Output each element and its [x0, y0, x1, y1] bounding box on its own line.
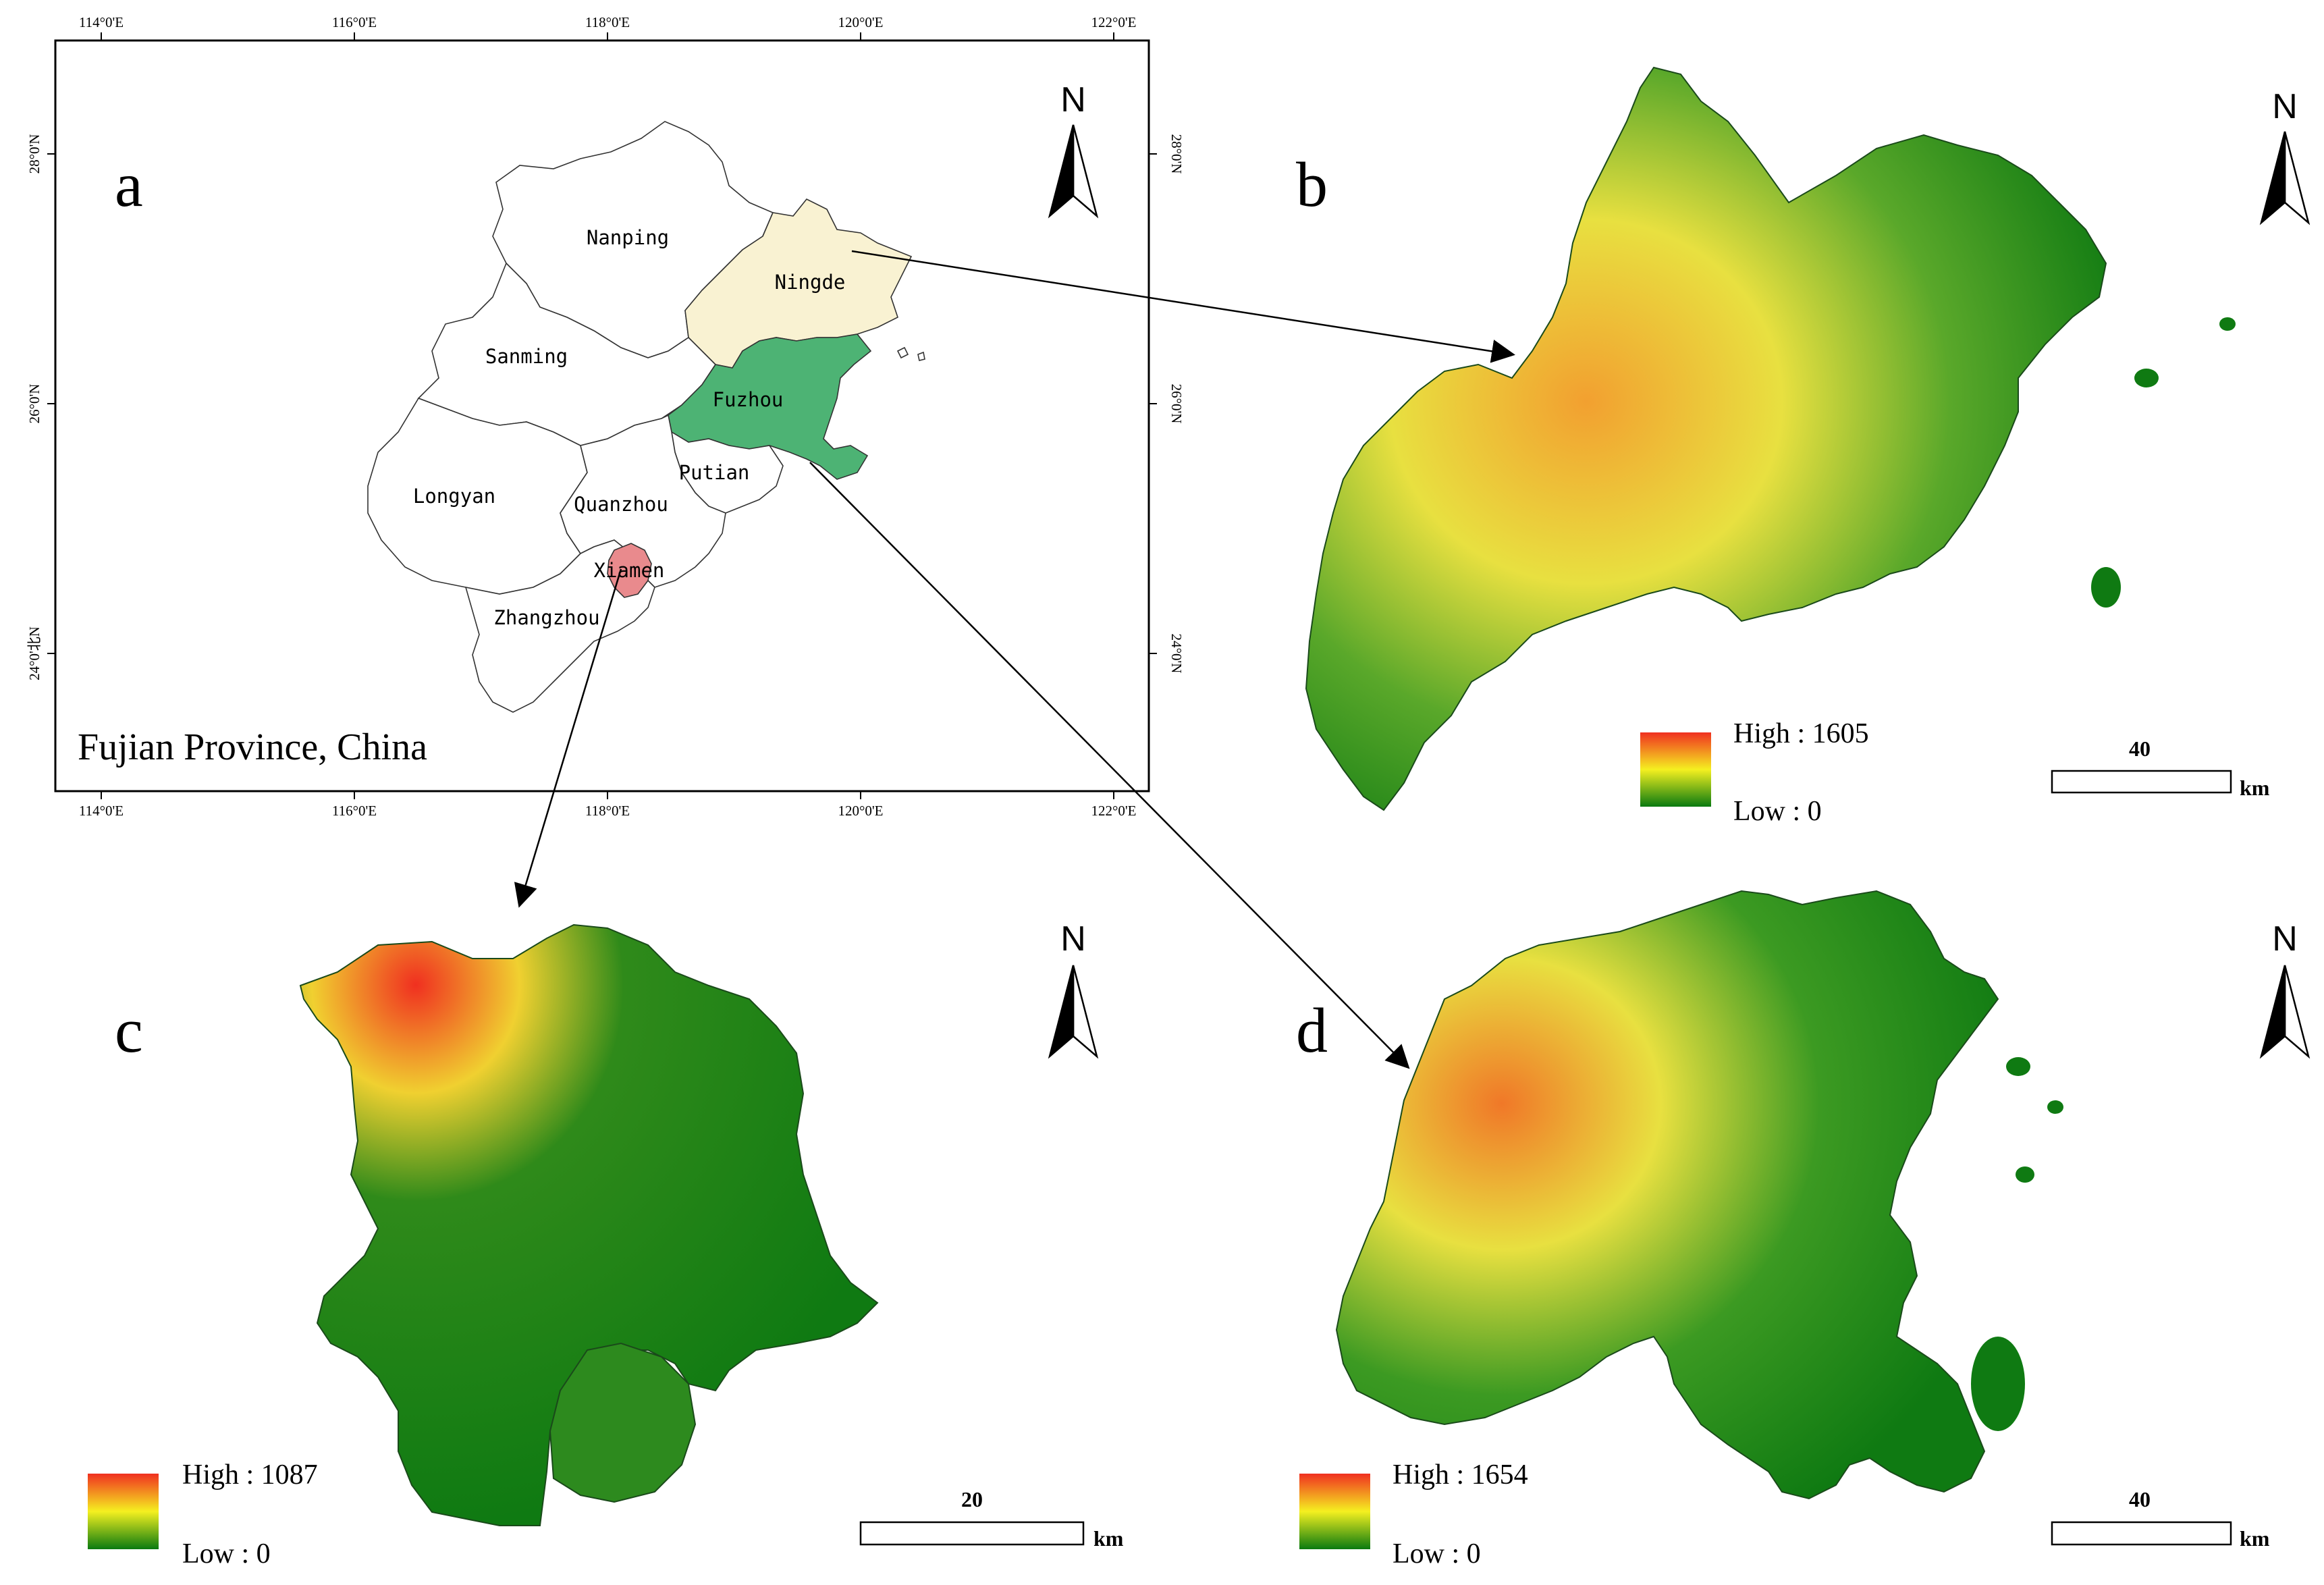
lon-tick-top-4: 122°0'E	[1091, 14, 1136, 30]
north-arrow-a: N	[1048, 80, 1099, 219]
legend-high-d: High : 1654	[1393, 1459, 1528, 1490]
fujian-map	[367, 121, 925, 713]
panel-b-letter: b	[1296, 150, 1328, 220]
lon-tick-bottom-3: 120°0'E	[838, 803, 883, 819]
lon-tick-top-0: 114°0'E	[79, 14, 124, 30]
lon-tick-top-2: 118°0'E	[585, 14, 630, 30]
city-label-xiamen: Xiamen	[594, 559, 665, 582]
panel-b: b N High : 1605 Low : 0 40 km	[1296, 66, 2311, 827]
city-label-putian: Putian	[679, 461, 750, 484]
lat-tick-left-2: 24°0'北N	[26, 626, 43, 680]
legend-low-d: Low : 0	[1393, 1538, 1481, 1569]
lat-tick-left-0: 28°0'N	[26, 134, 43, 174]
north-arrow-c: N	[1048, 919, 1099, 1059]
lat-ticks-right: 28°0'N 26°0'N 24°0'N	[1149, 134, 1185, 674]
panel-a-letter: a	[115, 150, 143, 220]
city-label-longyan: Longyan	[413, 485, 495, 508]
arrow-ningde-to-b	[851, 250, 1515, 363]
lon-tick-top-1: 116°0'E	[332, 14, 377, 30]
dem-map-b	[1305, 66, 2107, 811]
scale-unit-d: km	[2240, 1526, 2270, 1551]
legend-high-b: High : 1605	[1733, 718, 1869, 749]
arrow-fuzhou-to-d	[809, 462, 1410, 1069]
legend-low-c: Low : 0	[182, 1538, 271, 1569]
legend-ramp-b	[1640, 732, 1711, 807]
region-xiamen	[607, 543, 652, 598]
north-label-d: N	[2272, 919, 2298, 959]
legend-ramp-d	[1299, 1474, 1370, 1549]
lon-ticks-top: 114°0'E 116°0'E 118°0'E 120°0'E 122°0'E	[79, 14, 1137, 41]
scale-value-c: 20	[961, 1487, 983, 1511]
city-label-zhangzhou: Zhangzhou	[493, 606, 599, 629]
panel-c: c N High : 1087 Low : 0 20 km	[88, 919, 1124, 1569]
legend-b: High : 1605 Low : 0	[1640, 718, 1869, 827]
legend-low-b: Low : 0	[1733, 796, 1822, 827]
city-label-fuzhou: Fuzhou	[713, 388, 784, 411]
city-label-nanping: Nanping	[587, 226, 669, 249]
north-arrow-b: N	[2259, 87, 2311, 225]
legend-d: High : 1654 Low : 0	[1299, 1459, 1528, 1569]
lon-tick-bottom-1: 116°0'E	[332, 803, 377, 819]
island-2	[917, 351, 925, 361]
lat-tick-right-0: 28°0'N	[1168, 134, 1185, 174]
panel-a: 114°0'E 116°0'E 118°0'E 120°0'E 122°0'E …	[26, 14, 1185, 819]
lon-tick-top-3: 120°0'E	[838, 14, 883, 30]
city-label-sanming: Sanming	[485, 345, 568, 368]
connector-arrows	[514, 250, 1515, 1069]
scale-unit-b: km	[2240, 776, 2270, 800]
legend-ramp-c	[88, 1474, 159, 1549]
panel-c-letter: c	[115, 996, 143, 1066]
scale-bar-d: 40 km	[2051, 1487, 2270, 1551]
scale-unit-c: km	[1093, 1526, 1124, 1551]
lon-tick-bottom-4: 122°0'E	[1091, 803, 1136, 819]
lon-tick-bottom-2: 118°0'E	[585, 803, 630, 819]
north-label-c: N	[1060, 919, 1086, 959]
lon-tick-bottom-0: 114°0'E	[79, 803, 124, 819]
island-1	[896, 346, 909, 359]
lat-ticks-left: 28°0'N 26°0'N 24°0'北N	[26, 134, 55, 680]
north-label-a: N	[1060, 80, 1086, 119]
legend-c: High : 1087 Low : 0	[88, 1459, 318, 1569]
lat-tick-left-1: 26°0'N	[26, 384, 43, 424]
north-label-b: N	[2272, 87, 2298, 126]
lat-tick-right-1: 26°0'N	[1168, 384, 1185, 424]
islands-d	[1971, 1057, 2063, 1431]
dem-island-c	[549, 1342, 697, 1503]
north-arrow-d: N	[2259, 919, 2311, 1059]
arrow-xiamen-to-c	[514, 568, 622, 908]
islands-b	[2091, 317, 2236, 608]
dem-map-d	[1335, 890, 1999, 1500]
scale-bar-c: 20 km	[859, 1487, 1124, 1551]
lon-ticks-bottom: 114°0'E 116°0'E 118°0'E 120°0'E 122°0'E	[79, 791, 1137, 819]
scale-value-b: 40	[2129, 736, 2151, 761]
panel-a-frame	[54, 39, 1150, 793]
panel-d: d N High : 1654 Low : 0 40 km	[1296, 890, 2311, 1569]
panel-a-title: Fujian Province, China	[78, 726, 427, 768]
city-label-quanzhou: Quanzhou	[574, 493, 668, 516]
lat-tick-right-2: 24°0'N	[1168, 634, 1185, 674]
scale-value-d: 40	[2129, 1487, 2151, 1511]
panel-d-letter: d	[1296, 996, 1328, 1066]
legend-high-c: High : 1087	[182, 1459, 318, 1490]
city-label-ningde: Ningde	[775, 271, 846, 294]
scale-bar-b: 40 km	[2051, 736, 2270, 800]
region-zhangzhou	[464, 539, 655, 713]
